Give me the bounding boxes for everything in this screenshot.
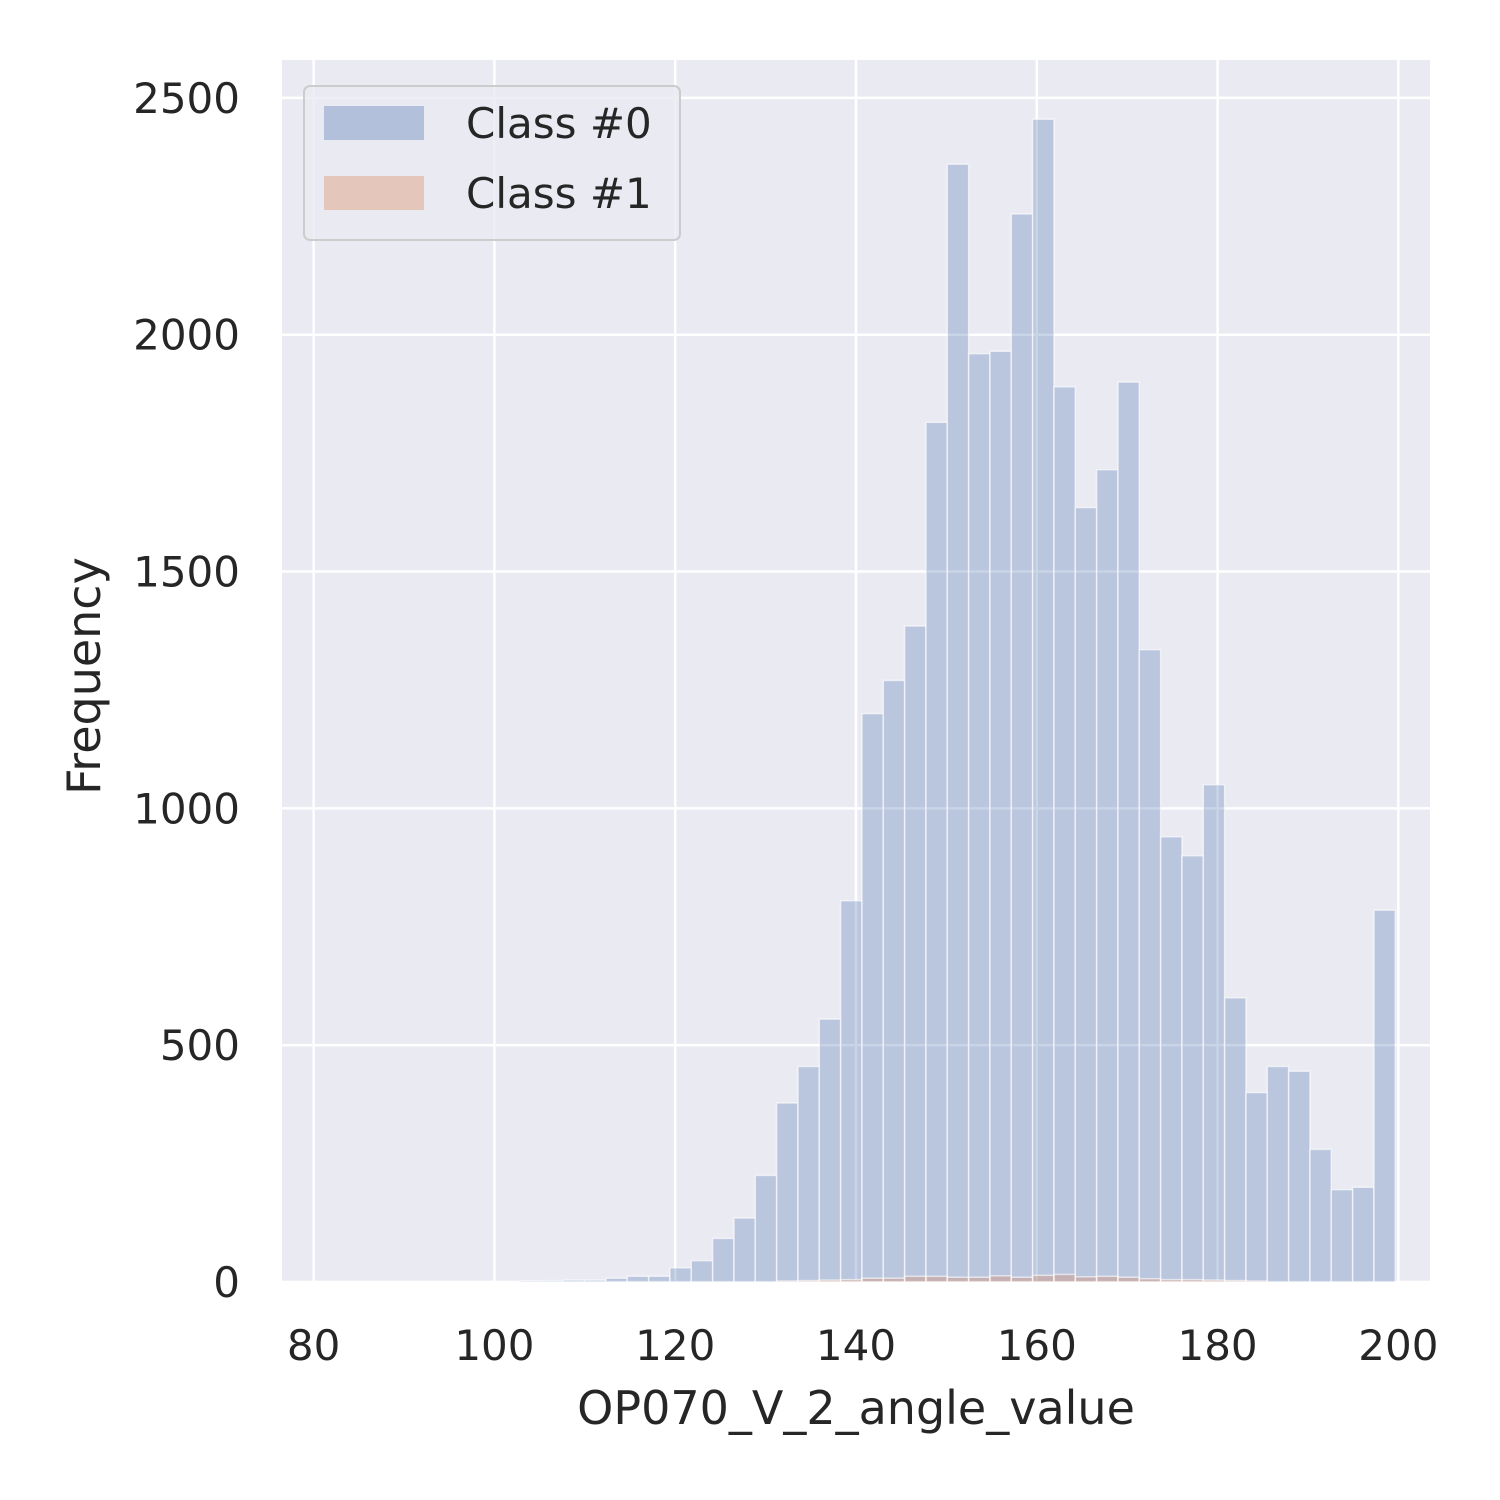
bar-class-0: [818, 1018, 842, 1283]
bar-class-0: [626, 1275, 650, 1283]
bar-class-1: [1117, 1276, 1141, 1283]
bar-class-0: [583, 1279, 607, 1283]
bar-class-1: [1053, 1273, 1077, 1283]
x-axis-label: OP070_V_2_angle_value: [577, 1381, 1135, 1435]
bar-class-0: [519, 1280, 543, 1283]
y-tick-label: 1000: [133, 784, 240, 833]
legend-box: [303, 85, 681, 241]
y-tick-label: 0: [213, 1258, 240, 1307]
x-tick-label: 160: [997, 1321, 1077, 1370]
bar-class-0: [1074, 506, 1098, 1283]
bar-class-1: [989, 1275, 1013, 1283]
bar-class-0: [562, 1279, 586, 1283]
bar-class-1: [1074, 1276, 1098, 1283]
bar-class-1: [882, 1277, 906, 1283]
bar-class-0: [541, 1279, 565, 1283]
legend: Class #0 Class #1: [303, 85, 681, 241]
bar-class-0: [967, 352, 991, 1283]
series-class-0: [519, 118, 1397, 1283]
bar-class-0: [989, 350, 1013, 1283]
legend-swatch-class-1: [324, 176, 424, 210]
y-tick-label: 500: [160, 1021, 240, 1070]
bar-class-0: [1330, 1188, 1354, 1283]
bar-class-0: [1287, 1070, 1311, 1283]
bar-class-1: [775, 1280, 799, 1283]
bar-class-0: [711, 1237, 735, 1283]
bar-class-0: [690, 1259, 714, 1283]
bar-class-1: [861, 1277, 885, 1283]
bar-class-0: [946, 163, 970, 1283]
bar-class-1: [1245, 1280, 1269, 1283]
x-tick-label: 200: [1358, 1321, 1438, 1370]
bar-class-0: [1223, 997, 1247, 1283]
bar-class-0: [1117, 381, 1141, 1283]
series-class-1: [775, 1273, 1269, 1283]
bar-class-1: [1223, 1279, 1247, 1283]
bar-class-0: [925, 421, 949, 1283]
bar-class-0: [861, 712, 885, 1283]
bar-class-1: [1095, 1275, 1119, 1283]
bar-class-0: [1138, 648, 1162, 1283]
y-tick-label: 2500: [133, 74, 240, 123]
x-tick-label: 140: [816, 1321, 896, 1370]
bar-class-1: [1010, 1276, 1034, 1283]
x-tick-labels: 80 100 120 140 160 180 200: [287, 1321, 1439, 1370]
bar-class-1: [903, 1275, 927, 1283]
bar-class-1: [1159, 1278, 1183, 1283]
bars: [519, 118, 1397, 1283]
x-tick-label: 80: [287, 1321, 340, 1370]
bar-class-0: [1373, 909, 1397, 1283]
legend-label-class-1: Class #1: [466, 169, 652, 218]
bar-class-1: [1181, 1278, 1205, 1283]
bar-class-0: [1266, 1065, 1290, 1283]
bar-class-0: [1095, 468, 1119, 1283]
bar-class-1: [925, 1275, 949, 1283]
bar-class-1: [839, 1278, 863, 1283]
bar-class-0: [1159, 836, 1183, 1283]
y-tick-label: 1500: [133, 548, 240, 597]
bar-class-0: [1309, 1148, 1333, 1283]
bar-class-0: [775, 1102, 799, 1283]
y-tick-labels: 0 500 1000 1500 2000 2500: [133, 74, 240, 1307]
x-tick-label: 100: [454, 1321, 534, 1370]
bar-class-0: [1010, 213, 1034, 1283]
bar-class-0: [1245, 1091, 1269, 1283]
bar-class-0: [647, 1275, 671, 1283]
bar-class-0: [1031, 118, 1055, 1283]
legend-swatch-class-0: [324, 106, 424, 140]
bar-class-0: [903, 625, 927, 1283]
bar-class-0: [1053, 386, 1077, 1283]
x-tick-label: 120: [635, 1321, 715, 1370]
bar-class-0: [733, 1217, 757, 1283]
bar-class-1: [946, 1276, 970, 1283]
bar-class-0: [882, 679, 906, 1283]
x-tick-label: 180: [1177, 1321, 1257, 1370]
grid: [282, 60, 1430, 1284]
bar-class-1: [1138, 1277, 1162, 1283]
bar-class-1: [797, 1279, 821, 1283]
bar-class-1: [818, 1279, 842, 1283]
y-tick-label: 2000: [133, 311, 240, 360]
bar-class-0: [669, 1267, 693, 1283]
bar-class-0: [839, 899, 863, 1283]
bar-class-1: [1202, 1279, 1226, 1283]
bar-class-0: [1351, 1186, 1375, 1283]
bar-class-0: [1181, 854, 1205, 1283]
bar-class-0: [605, 1277, 629, 1283]
y-axis-label: Frequency: [57, 557, 111, 795]
bar-class-0: [1202, 783, 1226, 1283]
bar-class-0: [754, 1174, 778, 1283]
bar-class-1: [1031, 1274, 1055, 1283]
legend-label-class-0: Class #0: [466, 99, 652, 148]
bar-class-0: [797, 1065, 821, 1283]
bar-class-1: [967, 1276, 991, 1283]
